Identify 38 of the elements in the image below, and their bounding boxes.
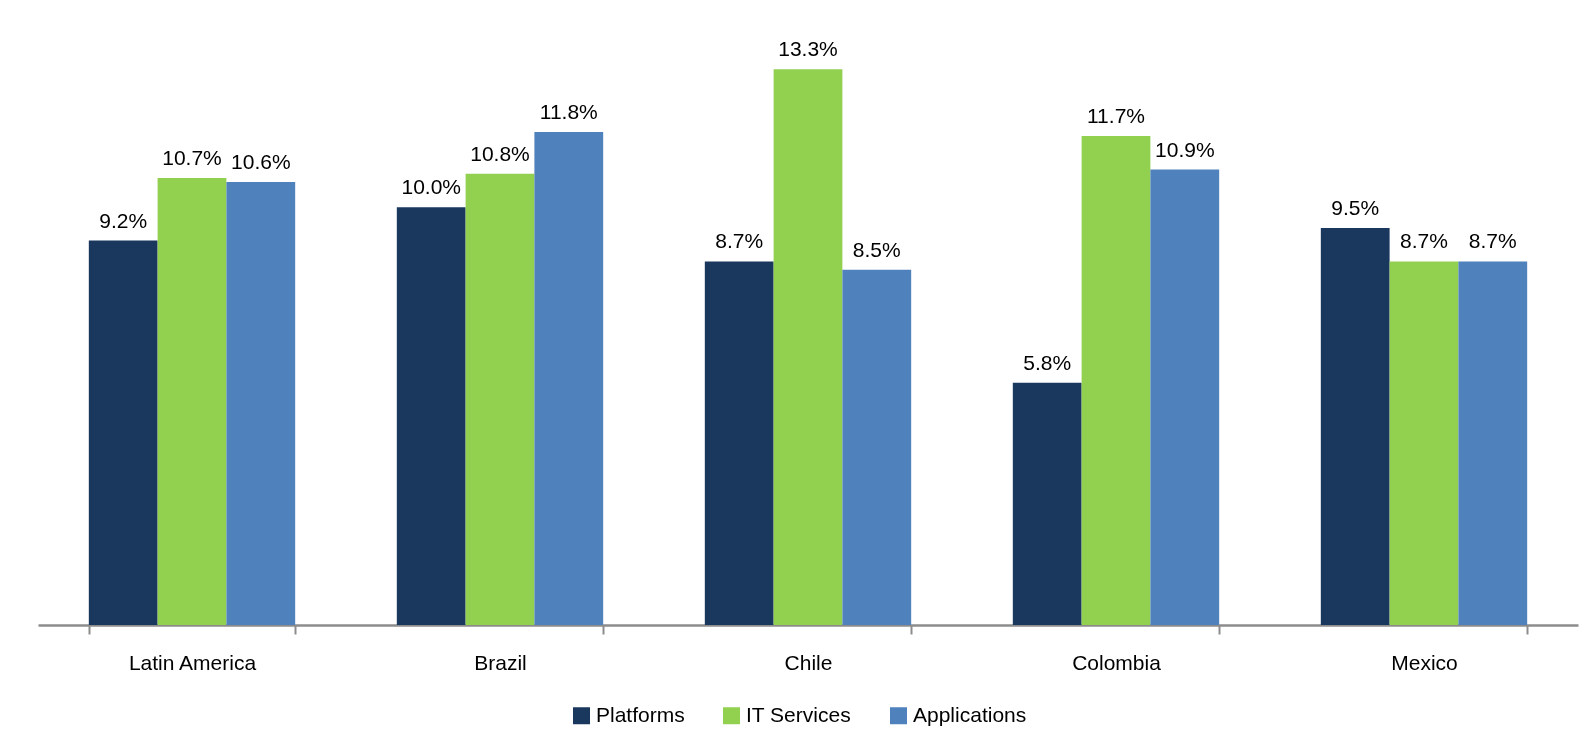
data-label: 11.7% xyxy=(1087,104,1145,128)
data-label: 9.2% xyxy=(99,208,148,232)
data-label: 10.9% xyxy=(1155,137,1215,161)
data-label: 11.8% xyxy=(539,99,598,123)
bar xyxy=(1320,228,1390,625)
legend-label: Platforms xyxy=(596,702,685,726)
data-label: 8.5% xyxy=(852,237,901,261)
bar xyxy=(1389,261,1459,625)
bar xyxy=(1081,136,1151,625)
bar xyxy=(465,173,535,625)
data-label: 10.6% xyxy=(231,150,291,174)
bar xyxy=(773,69,843,625)
bar xyxy=(842,269,912,625)
data-label: 8.7% xyxy=(1468,229,1517,253)
bar xyxy=(396,207,466,625)
x-tick-label: Colombia xyxy=(1072,650,1162,674)
data-label: 10.7% xyxy=(162,145,222,169)
legend-label: Applications xyxy=(913,702,1027,726)
bar xyxy=(1012,382,1082,625)
data-label: 10.8% xyxy=(470,141,530,165)
x-tick-label: Chile xyxy=(784,650,833,674)
x-tick-label: Latin America xyxy=(128,650,257,674)
x-tick-label: Mexico xyxy=(1391,650,1458,674)
bar xyxy=(704,261,774,625)
data-label: 13.3% xyxy=(778,37,838,61)
data-label: 10.0% xyxy=(401,175,461,199)
data-label: 8.7% xyxy=(715,229,764,253)
legend-label: IT Services xyxy=(746,702,851,726)
data-label: 5.8% xyxy=(1023,350,1072,374)
bar xyxy=(88,240,158,625)
bar xyxy=(1150,169,1220,625)
bar xyxy=(157,177,227,625)
x-tick-label: Brazil xyxy=(474,650,527,674)
data-label: 9.5% xyxy=(1331,196,1380,220)
bar xyxy=(1458,261,1528,625)
bar xyxy=(534,131,604,625)
data-label: 8.7% xyxy=(1400,229,1448,253)
bar xyxy=(226,182,296,625)
